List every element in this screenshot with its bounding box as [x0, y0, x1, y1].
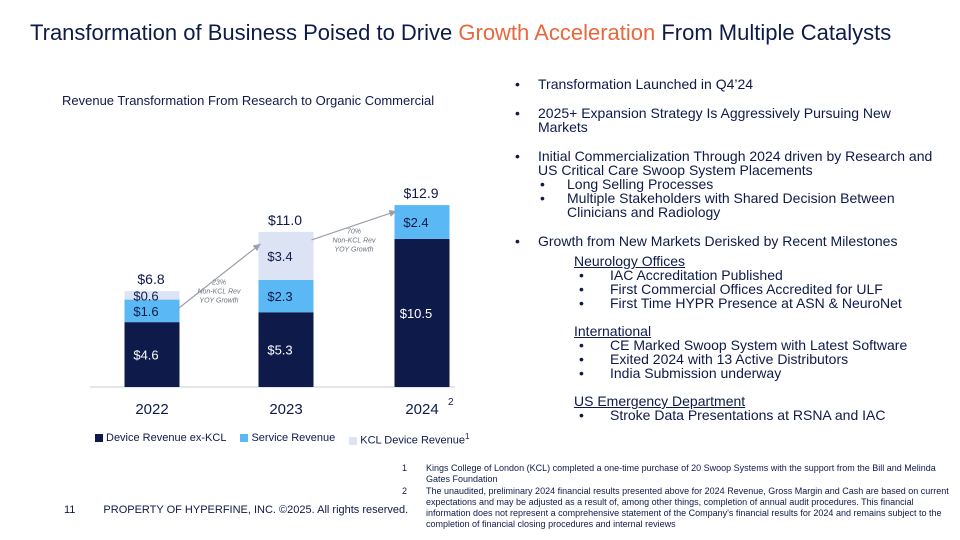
x-tick-label: 2024 [405, 401, 438, 418]
bar-2022-s2 [124, 291, 180, 300]
group-spacer [574, 380, 935, 394]
bar-2024-s1 [394, 205, 450, 239]
title-text-end: From Multiple Catalysts [655, 20, 892, 45]
bullet-list: Transformation Launched in Q4’24 2025+ E… [515, 77, 935, 422]
footnote-text: The unaudited, preliminary 2024 financia… [426, 486, 949, 529]
bar-2022-s0 [124, 322, 180, 387]
legend-item-kcl: KCL Device Revenue1 [349, 432, 469, 447]
data-label: $2.4 [403, 215, 428, 230]
bar-2024-s0 [394, 238, 450, 387]
legend-swatch-service [240, 434, 249, 443]
intl-item-1: CE Marked Swoop System with Latest Softw… [574, 338, 935, 352]
footnote-number: 1 [402, 463, 408, 473]
footnote-number: 2 [402, 486, 408, 496]
neuro-item-1: IAC Accreditation Published [574, 268, 935, 282]
legend-swatch-device [95, 434, 103, 443]
bullet-3-sub-1: Long Selling Processes [515, 177, 935, 191]
legend-label-kcl: KCL Device Revenue [360, 434, 465, 447]
growth-annotation: YOY Growth [199, 298, 238, 305]
data-label: $10.5 [400, 306, 433, 321]
bar-2022-s1 [124, 299, 180, 323]
copyright-text: PROPERTY OF HYPERFINE, INC. ©2025. All r… [103, 504, 409, 516]
legend-label-device: Device Revenue ex-KCL [106, 432, 227, 444]
growth-annotation: Non-KCL Rev [332, 238, 376, 245]
bar-2023-s0 [258, 312, 314, 387]
data-label: $2.3 [267, 289, 292, 304]
legend-swatch-kcl [349, 436, 358, 445]
title-text: Transformation of Business Poised to Dri… [30, 20, 459, 45]
growth-arrow [311, 210, 397, 241]
neuro-item-2: First Commercial Offices Accredited for … [574, 282, 935, 296]
total-label: $11.0 [268, 212, 302, 228]
footnote-2: 2 The unaudited, preliminary 2024 financi… [398, 486, 958, 530]
page-title: Transformation of Business Poised to Dri… [30, 20, 891, 46]
chart-legend: Device Revenue ex-KCL Service Revenue KC… [95, 432, 469, 447]
bar-2023-s1 [258, 279, 314, 313]
title-highlight: Growth Acceleration [458, 20, 656, 45]
chart-title: Revenue Transformation From Research to … [62, 93, 435, 108]
legend-label-service: Service Revenue [251, 432, 336, 444]
data-label: $4.6 [133, 348, 158, 363]
x-tick-superscript: 2 [448, 397, 454, 408]
growth-annotation: YOY Growth [334, 247, 373, 254]
legend-superscript: 1 [465, 432, 470, 441]
group-neurology: Neurology Offices IAC Accreditation Publ… [515, 254, 935, 422]
ed-item-1: Stroke Data Presentations at RSNA and IA… [574, 408, 935, 422]
group-neurology-title: Neurology Offices [574, 253, 686, 269]
legend-item-device: Device Revenue ex-KCL [95, 432, 226, 447]
legend-item-service: Service Revenue [240, 432, 335, 447]
revenue-chart: $4.6 $1.6$0.6$6.8 2022 $5.3 $2.3 $3.4 $11.0 202… [90, 185, 455, 418]
data-label: $0.6 [133, 288, 158, 303]
total-label: $6.8 [137, 271, 164, 287]
bullet-3: Initial Commercialization Through 2024 d… [515, 149, 935, 219]
intl-item-2: Exited 2024 with 13 Active Distributors [574, 352, 935, 366]
bullet-3-sub-2: Multiple Stakeholders with Shared Decisi… [515, 191, 935, 219]
bullet-2: 2025+ Expansion Strategy Is Aggressively… [515, 106, 935, 134]
footnote-text: Kings College of London (KCL) completed … [426, 463, 936, 484]
x-tick-label: 2022 [135, 401, 168, 418]
page-number: 11 [64, 504, 76, 516]
group-international-title: International [574, 323, 652, 339]
data-label: $3.4 [267, 249, 292, 264]
bullet-1: Transformation Launched in Q4’24 [515, 77, 935, 91]
intl-item-3: India Submission underway [574, 366, 935, 380]
bullet-4: Growth from New Markets Derisked by Rece… [515, 234, 935, 248]
x-tick-label: 2023 [269, 401, 302, 418]
data-label: $1.6 [133, 304, 158, 319]
growth-arrow [177, 243, 261, 310]
growth-annotation: 23% [211, 280, 226, 287]
bullet-3-text: Initial Commercialization Through 2024 d… [538, 148, 933, 178]
footnote-1: 1 Kings College of London (KCL) completed… [398, 463, 958, 485]
neuro-item-3: First Time HYPR Presence at ASN & NeuroN… [574, 296, 935, 310]
group-spacer [574, 310, 935, 324]
footnotes: 1 Kings College of London (KCL) completed… [398, 463, 958, 531]
total-label: $12.9 [403, 185, 438, 201]
footer: 11 PROPERTY OF HYPERFINE, INC. ©2025. All… [64, 504, 408, 516]
growth-annotation: 70% [347, 229, 361, 236]
bar-2023-s2 [258, 231, 314, 280]
growth-annotation: Non-KCL Rev [197, 289, 241, 296]
group-ed-title: US Emergency Department [574, 393, 746, 409]
data-label: $5.3 [267, 343, 292, 358]
